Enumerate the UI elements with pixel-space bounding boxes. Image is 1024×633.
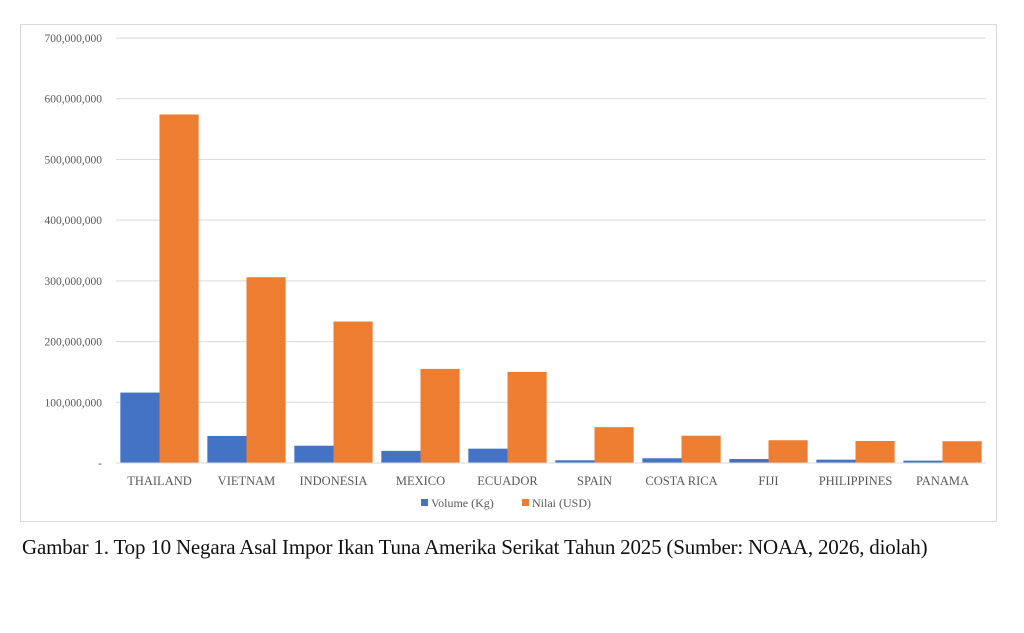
x-tick-label: INDONESIA <box>299 474 367 488</box>
bar-vietnam-nilai <box>246 277 286 463</box>
y-tick-label: 400,000,000 <box>45 215 103 227</box>
bar-mexico-volume <box>381 450 421 463</box>
y-tick-label: - <box>98 458 102 470</box>
y-tick-label: 100,000,000 <box>45 397 103 409</box>
y-tick-label: 500,000,000 <box>45 154 103 166</box>
bar-panama-volume <box>903 460 943 463</box>
y-tick-label: 700,000,000 <box>45 33 103 45</box>
x-tick-label: PANAMA <box>916 474 969 488</box>
y-tick-label: 300,000,000 <box>45 276 103 288</box>
bar-vietnam-volume <box>207 435 247 463</box>
y-tick-label: 600,000,000 <box>45 94 103 106</box>
y-tick-label: 200,000,000 <box>45 337 103 349</box>
bar-spain-nilai <box>594 427 634 463</box>
bar-costa-rica-nilai <box>681 435 721 463</box>
bar-thailand-volume <box>120 392 160 463</box>
x-axis-ticks: THAILAND VIETNAM INDONESIA MEXICO ECUADOR SPA… <box>127 474 969 488</box>
x-tick-label: THAILAND <box>127 474 192 488</box>
legend: Volume (Kg) Nilai (USD) <box>421 496 591 510</box>
bar-philippines-volume <box>816 459 856 463</box>
bar-ecuador-nilai <box>507 371 547 463</box>
bar-spain-volume <box>555 460 595 463</box>
legend-swatch <box>421 499 428 506</box>
legend-label: Nilai (USD) <box>532 496 591 510</box>
legend-swatch <box>522 499 529 506</box>
bar-thailand-nilai <box>159 114 199 463</box>
legend-label: Volume (Kg) <box>431 496 494 510</box>
x-tick-label: VIETNAM <box>218 474 276 488</box>
bar-fiji-nilai <box>768 440 808 463</box>
x-tick-label: COSTA RICA <box>645 474 717 488</box>
bars <box>120 114 982 463</box>
bar-ecuador-volume <box>468 448 508 463</box>
x-tick-label: ECUADOR <box>477 474 538 488</box>
figure-caption: Gambar 1. Top 10 Negara Asal Impor Ikan … <box>22 535 928 559</box>
bar-fiji-volume <box>729 458 769 463</box>
x-tick-label: MEXICO <box>396 474 445 488</box>
bar-panama-nilai <box>942 441 982 463</box>
bar-philippines-nilai <box>855 440 895 463</box>
x-tick-label: SPAIN <box>577 474 612 488</box>
bar-mexico-nilai <box>420 368 460 463</box>
bar-indonesia-nilai <box>333 321 373 463</box>
bar-costa-rica-volume <box>642 458 682 463</box>
y-axis-ticks: - 100,000,000 200,000,000 300,000,000 400,00… <box>45 33 103 470</box>
bar-indonesia-volume <box>294 445 334 463</box>
x-tick-label: FIJI <box>758 474 778 488</box>
x-tick-label: PHILIPPINES <box>819 474 893 488</box>
